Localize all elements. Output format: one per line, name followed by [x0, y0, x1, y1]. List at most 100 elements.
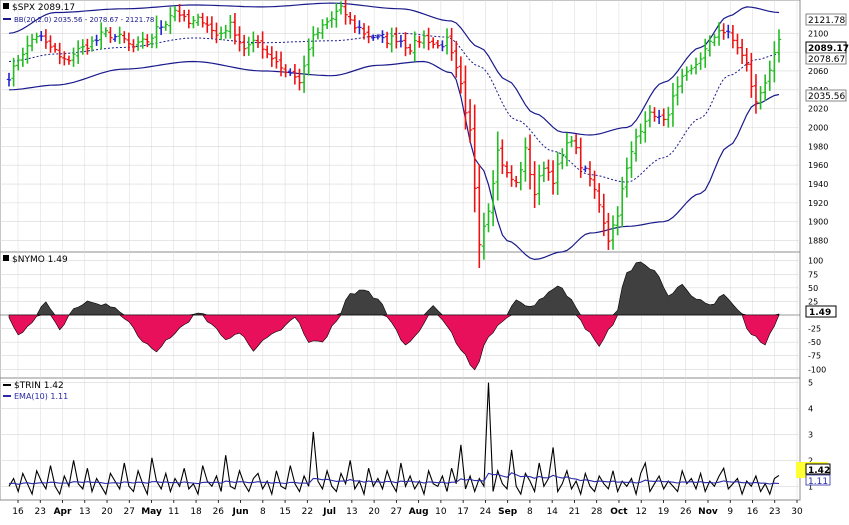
ohlc-bar: [675, 76, 680, 106]
ohlc-bar: [191, 15, 196, 29]
nymo-tick-label: -75: [808, 352, 821, 361]
ohlc-bar: [389, 27, 394, 53]
ohlc-bar: [661, 108, 666, 127]
x-tick-label: 28: [591, 507, 603, 517]
x-tick-label: Jun: [231, 507, 248, 517]
lower-band-badge: [805, 89, 847, 102]
ohlc-bar: [168, 7, 173, 35]
ohlc-bar: [366, 25, 371, 44]
x-tick-label: 17: [457, 507, 468, 517]
x-tick-label: 20: [101, 507, 113, 517]
x-tick-label: 27: [391, 507, 402, 517]
ohlc-bar: [744, 47, 749, 72]
ohlc-bar: [693, 57, 699, 75]
ohlc-bar: [75, 40, 81, 64]
ohlc-bar: [292, 63, 298, 85]
x-tick-label: 8: [527, 507, 533, 517]
ohlc-bar: [131, 39, 136, 53]
ohlc-bar: [587, 161, 593, 187]
ohlc-bar: [371, 34, 376, 41]
ohlc-bar: [615, 206, 620, 236]
trin-panel-frame: [0, 377, 801, 501]
ohlc-bar: [288, 68, 293, 77]
ohlc-bar: [643, 111, 648, 143]
middle-band-badge-text: 2078.67: [808, 55, 845, 65]
upper-bollinger-band: [8, 2, 780, 136]
ohlc-bar: [726, 24, 731, 39]
ema-badge-box: [805, 474, 831, 486]
ohlc-bar: [66, 55, 72, 65]
x-tick-label: 23: [35, 507, 46, 517]
ohlc-bar: [320, 19, 325, 39]
nymo-negative-area: [8, 314, 780, 371]
ohlc-bar: [564, 132, 570, 167]
ohlc-bar: [6, 72, 12, 87]
ohlc-bar: [140, 31, 145, 49]
x-tick-label: Apr: [54, 507, 72, 517]
price-tick-label: 1980: [808, 142, 828, 151]
ohlc-bar: [583, 165, 588, 173]
ohlc-bar: [62, 51, 67, 66]
ohlc-bar: [11, 57, 16, 87]
ohlc-bar: [154, 15, 159, 49]
ohlc-bar: [99, 22, 104, 50]
ohlc-bar: [89, 36, 95, 52]
ohlc-bar: [573, 134, 579, 155]
nymo-tick-label: -50: [808, 338, 821, 347]
ohlc-bar: [762, 74, 768, 101]
ohlc-bar: [126, 32, 132, 52]
ohlc-bar: [380, 30, 385, 44]
ohlc-bar: [329, 11, 334, 28]
ohlc-bar: [43, 29, 49, 49]
ohlc-bar: [417, 35, 422, 48]
ohlc-bar: [707, 35, 713, 57]
x-tick-label: Nov: [698, 507, 718, 517]
ohlc-bar: [361, 23, 367, 40]
nymo-tick-label: 50: [808, 284, 818, 293]
ema-badge-text: 1.11: [808, 477, 828, 487]
ohlc-bar: [237, 26, 242, 52]
ohlc-bar: [52, 42, 58, 53]
ohlc-bar: [712, 33, 717, 47]
ohlc-bar: [274, 50, 279, 69]
ohlc-bar: [679, 68, 685, 94]
x-tick-label: 12: [635, 507, 646, 517]
price-bars: [6, 0, 782, 268]
x-tick-label: Sep: [498, 507, 518, 517]
trin-badges: 1.42 1.11: [796, 462, 831, 487]
trin-tick-label: 2: [808, 456, 813, 465]
ohlc-bar: [753, 74, 759, 114]
ohlc-bar: [670, 82, 676, 127]
price-badges: 2121.78 2089.17 2078.67 2035.56: [805, 13, 849, 102]
ohlc-bar: [29, 33, 35, 52]
ohlc-bar: [269, 46, 275, 67]
nymo-badge: 1.49: [805, 305, 837, 318]
price-tick-label: 2000: [808, 124, 828, 133]
nymo-title: $NYMO 1.49: [12, 255, 68, 265]
ohlc-bar: [578, 137, 583, 178]
last-price-badge-text: 2089.17: [808, 44, 849, 54]
ohlc-bar: [301, 55, 307, 93]
price-title: $SPX 2089.17: [12, 3, 75, 13]
ohlc-bar: [684, 66, 689, 81]
ohlc-bar: [444, 28, 450, 55]
trin-ema-line: [8, 472, 780, 485]
price-legend-swatch: [3, 3, 9, 9]
x-tick-label: 16: [747, 507, 759, 517]
ohlc-bar: [449, 27, 454, 61]
ohlc-bar: [458, 56, 464, 94]
ohlc-bar: [596, 183, 602, 213]
ohlc-bar: [430, 37, 436, 49]
ohlc-bar: [112, 34, 118, 42]
ohlc-bar: [260, 31, 265, 59]
ohlc-bar: [440, 40, 445, 52]
ohlc-bar: [57, 42, 62, 65]
ohlc-bar: [246, 36, 251, 56]
ohlc-bar: [629, 141, 634, 178]
ohlc-bar: [186, 9, 192, 29]
trin-lines: [8, 382, 780, 497]
ohlc-bar: [25, 35, 30, 64]
nymo-tick-label: 25: [808, 297, 818, 306]
nymo-tick-label: -100: [808, 365, 826, 374]
